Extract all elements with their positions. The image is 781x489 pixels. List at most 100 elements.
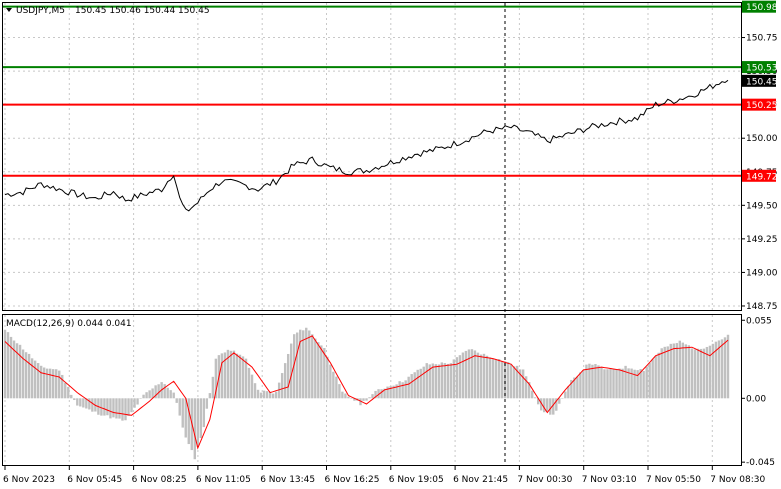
macd-histogram-bar <box>377 389 380 399</box>
macd-histogram-bar <box>223 352 227 399</box>
macd-histogram-bar <box>30 358 34 399</box>
macd-histogram-bar <box>305 327 308 399</box>
macd-histogram-bar <box>253 383 257 399</box>
time-axis-label: 7 Nov 08:30 <box>710 475 765 485</box>
macd-histogram-bar <box>353 398 356 401</box>
macd-histogram-bar <box>175 398 178 403</box>
macd-histogram-bar <box>588 363 591 399</box>
price-axis-label: 150.00 <box>746 134 778 144</box>
macd-histogram-bar <box>552 398 555 415</box>
macd-histogram-bar <box>618 368 621 399</box>
macd-histogram-bar <box>476 352 480 399</box>
macd-histogram-bar <box>196 398 199 447</box>
macd-histogram-bar <box>181 398 184 428</box>
macd-histogram-bar <box>169 390 172 399</box>
macd-histogram-bar <box>537 398 540 405</box>
macd-histogram-bar <box>3 329 7 399</box>
macd-histogram-bar <box>323 348 326 399</box>
macd-axis-label: 0.055 <box>746 316 772 326</box>
macd-histogram-bar <box>172 392 175 399</box>
macd-histogram-bar <box>311 334 314 399</box>
macd-histogram-bar <box>88 398 91 410</box>
macd-histogram-bar <box>371 394 374 399</box>
macd-histogram-bar <box>651 359 654 399</box>
macd-histogram-bar <box>657 352 660 399</box>
macd-histogram-bar <box>163 384 166 399</box>
macd-histogram-bar <box>609 368 612 399</box>
macd-histogram-bar <box>603 369 606 399</box>
macd-histogram-bar <box>449 363 453 399</box>
macd-histogram-bar <box>434 364 437 399</box>
macd-histogram-bar <box>145 392 148 399</box>
macd-histogram-bar <box>118 398 121 419</box>
macd-histogram-bar <box>359 398 362 406</box>
macd-histogram-bar <box>512 366 516 399</box>
price-axis-label: 149.00 <box>746 268 778 278</box>
macd-histogram-bar <box>470 349 474 399</box>
macd-histogram-bar <box>55 369 58 399</box>
macd-histogram-bar <box>112 398 115 418</box>
price-panel-frame <box>2 2 742 311</box>
macd-histogram-bar <box>494 359 498 399</box>
current-price-box <box>742 74 776 87</box>
macd-histogram-bar <box>615 369 618 399</box>
macd-histogram-bar <box>612 368 615 399</box>
chart-ohlc: 150.45 150.46 150.44 150.45 <box>75 6 210 16</box>
macd-histogram-bar <box>226 349 230 399</box>
macd-histogram-bar <box>446 363 450 399</box>
macd-histogram-bar <box>678 340 681 399</box>
macd-histogram-bar <box>45 368 49 399</box>
price-axis-label: 150.75 <box>746 34 778 44</box>
macd-histogram-bar <box>413 372 416 399</box>
macd-histogram-bar <box>687 345 691 399</box>
macd-histogram-bar <box>705 346 709 399</box>
collapse-triangle-icon[interactable] <box>6 8 12 12</box>
macd-histogram-bar <box>283 363 287 399</box>
macd-histogram-bar <box>573 377 576 399</box>
macd-histogram-bar <box>302 330 305 399</box>
macd-histogram-bar <box>561 398 564 399</box>
macd-histogram-bar <box>33 360 37 399</box>
macd-histogram-bar <box>515 365 519 399</box>
macd-histogram-bar <box>503 361 507 399</box>
macd-histogram-bar <box>696 348 700 399</box>
macd-histogram-bar <box>21 349 25 399</box>
macd-histogram-bar <box>271 393 275 399</box>
macd-histogram-bar <box>660 348 663 399</box>
macd-histogram-bar <box>558 398 561 404</box>
macd-histogram-bar <box>540 398 543 411</box>
macd-histogram-bar <box>636 370 639 399</box>
macd-histogram-bar <box>365 398 368 401</box>
macd-histogram-bar <box>585 364 588 399</box>
macd-histogram-bar <box>530 390 534 399</box>
macd-histogram-bar <box>582 370 585 399</box>
macd-histogram-bar <box>500 361 504 399</box>
macd-histogram-bar <box>308 330 311 399</box>
macd-histogram-bar <box>106 398 109 416</box>
macd-histogram-bar <box>24 352 28 399</box>
macd-histogram-bar <box>675 343 678 399</box>
macd-histogram-bar <box>543 398 546 413</box>
macd-histogram-bar <box>199 398 203 439</box>
macd-histogram-bar <box>157 384 160 399</box>
macd-histogram-bar <box>52 369 55 399</box>
macd-label: MACD(12,26,9) 0.044 0.041 <box>6 319 132 329</box>
macd-histogram-bar <box>425 363 428 399</box>
time-axis-label: 7 Nov 05:50 <box>646 475 701 485</box>
level-label-text: 150.53 <box>746 64 778 74</box>
time-axis-label: 6 Nov 11:05 <box>196 475 251 485</box>
level-label-text: 149.72 <box>746 172 778 182</box>
macd-histogram-bar <box>91 398 94 412</box>
macd-histogram-bar <box>67 386 70 399</box>
level-lines[interactable] <box>3 5 741 177</box>
macd-histogram-bar <box>570 379 573 399</box>
level-labels: 150.98 150.53 150.25 149.72 150.45 <box>742 0 778 182</box>
macd-histogram-bar <box>461 352 465 399</box>
macd-histogram-bar <box>277 382 281 399</box>
macd-histogram-bar <box>296 332 299 399</box>
macd-histogram-bar <box>633 369 636 399</box>
macd-histogram-bar <box>591 364 594 399</box>
macd-histogram-bar <box>314 338 317 399</box>
macd-signal-line <box>4 335 729 450</box>
